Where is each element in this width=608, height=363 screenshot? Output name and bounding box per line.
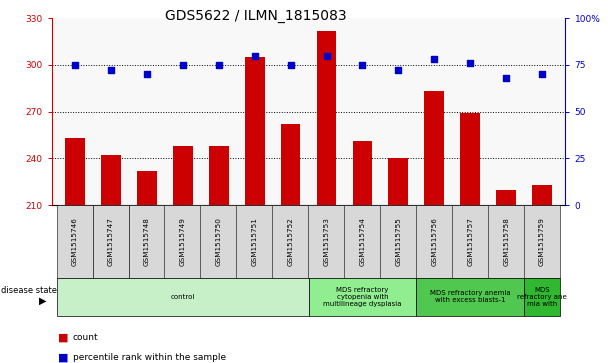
Text: GSM1515754: GSM1515754 bbox=[359, 217, 365, 266]
Bar bbox=[209, 146, 229, 205]
Point bbox=[465, 60, 475, 66]
Point bbox=[393, 68, 403, 73]
Point bbox=[106, 68, 116, 73]
Text: GSM1515759: GSM1515759 bbox=[539, 217, 545, 266]
Text: GSM1515750: GSM1515750 bbox=[216, 217, 222, 266]
Text: ■: ■ bbox=[58, 352, 68, 363]
Bar bbox=[101, 155, 121, 205]
Point bbox=[142, 72, 152, 77]
Text: ■: ■ bbox=[58, 333, 68, 343]
Text: GSM1515747: GSM1515747 bbox=[108, 217, 114, 266]
Text: GSM1515753: GSM1515753 bbox=[323, 217, 330, 266]
Text: GSM1515751: GSM1515751 bbox=[252, 217, 258, 266]
Point bbox=[286, 62, 295, 68]
Text: GSM1515757: GSM1515757 bbox=[467, 217, 473, 266]
Text: control: control bbox=[171, 294, 195, 300]
Point bbox=[70, 62, 80, 68]
Text: GSM1515748: GSM1515748 bbox=[144, 217, 150, 266]
Bar bbox=[389, 158, 408, 205]
Point bbox=[250, 53, 260, 58]
Text: GDS5622 / ILMN_1815083: GDS5622 / ILMN_1815083 bbox=[165, 9, 346, 23]
Text: GSM1515746: GSM1515746 bbox=[72, 217, 78, 266]
Text: percentile rank within the sample: percentile rank within the sample bbox=[73, 353, 226, 362]
Bar bbox=[460, 113, 480, 205]
Text: ▶: ▶ bbox=[39, 295, 46, 305]
Text: GSM1515755: GSM1515755 bbox=[395, 217, 401, 266]
Point bbox=[358, 62, 367, 68]
Bar bbox=[424, 91, 444, 205]
Point bbox=[322, 53, 331, 58]
Text: MDS refractory
cytopenia with
multilineage dysplasia: MDS refractory cytopenia with multilinea… bbox=[323, 287, 402, 307]
Bar bbox=[317, 30, 336, 205]
Bar bbox=[137, 171, 157, 205]
Text: disease state: disease state bbox=[1, 286, 57, 295]
Bar bbox=[532, 185, 552, 205]
Text: MDS
refractory ane
mia with: MDS refractory ane mia with bbox=[517, 287, 567, 307]
Point bbox=[537, 72, 547, 77]
Bar bbox=[173, 146, 193, 205]
Text: MDS refractory anemia
with excess blasts-1: MDS refractory anemia with excess blasts… bbox=[430, 290, 511, 303]
Text: GSM1515758: GSM1515758 bbox=[503, 217, 509, 266]
Bar bbox=[245, 57, 264, 205]
Text: GSM1515756: GSM1515756 bbox=[431, 217, 437, 266]
Text: count: count bbox=[73, 333, 98, 342]
Point bbox=[214, 62, 224, 68]
Point bbox=[501, 75, 511, 81]
Text: GSM1515749: GSM1515749 bbox=[180, 217, 186, 266]
Point bbox=[178, 62, 188, 68]
Bar bbox=[65, 138, 85, 205]
Text: GSM1515752: GSM1515752 bbox=[288, 217, 294, 266]
Bar bbox=[281, 124, 300, 205]
Bar bbox=[353, 141, 372, 205]
Point bbox=[429, 56, 439, 62]
Bar bbox=[496, 189, 516, 205]
